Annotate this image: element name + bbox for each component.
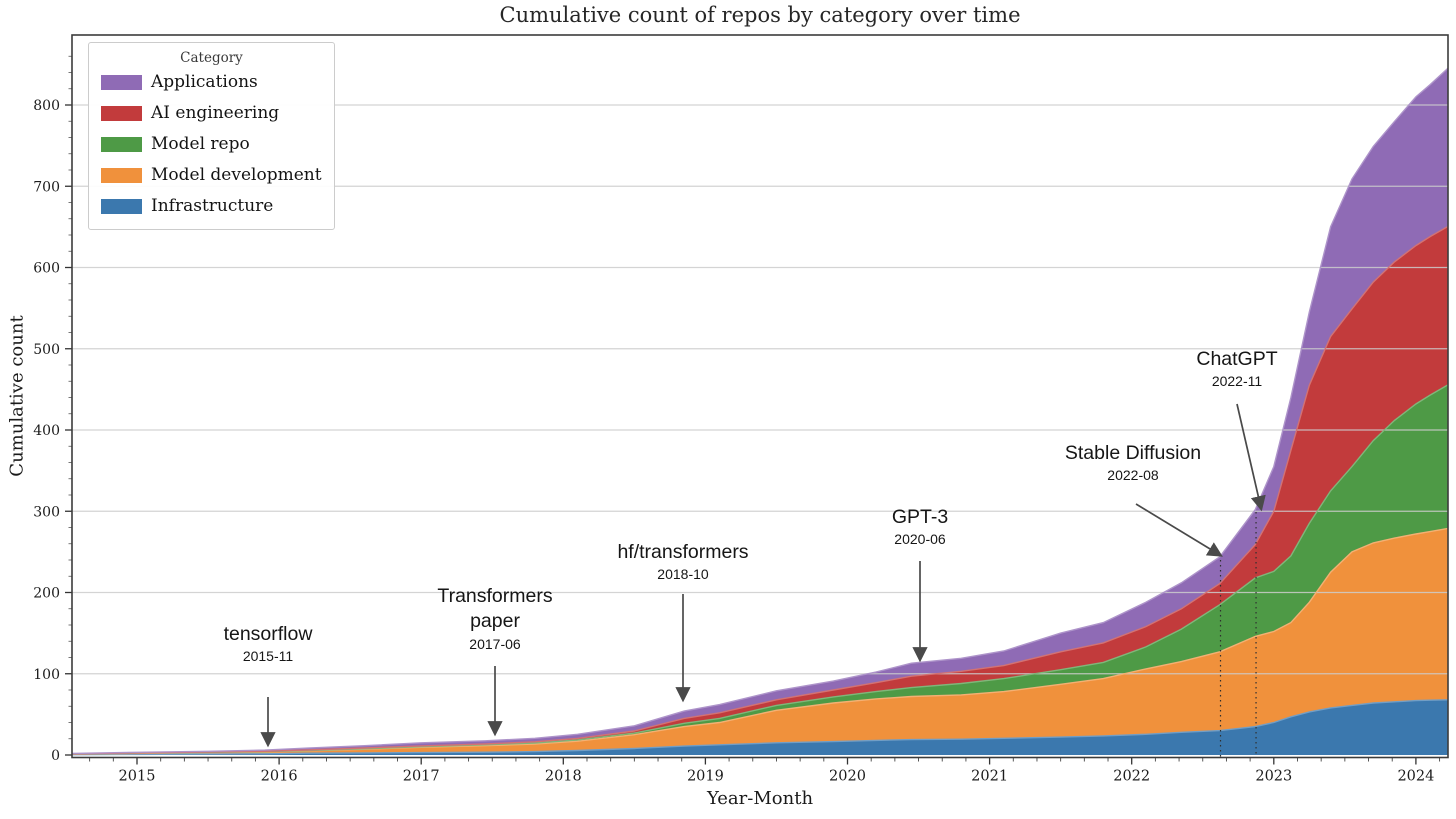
- x-tick-label: 2019: [687, 769, 724, 785]
- annotation-label: tensorflow: [223, 623, 313, 645]
- y-tick-label: 700: [33, 179, 60, 195]
- annotation-date: 2018-10: [657, 566, 709, 583]
- annotation-label: hf/transformers: [617, 541, 749, 563]
- annotation-label: ChatGPT: [1196, 348, 1278, 370]
- y-tick-label: 0: [51, 748, 60, 764]
- area-edge-infrastructure: [72, 699, 1448, 756]
- legend: Category Applications AI engineering Mod…: [88, 42, 335, 230]
- annotation-tensorflow: tensorflow 2015-11: [224, 622, 313, 664]
- annotation-date: 2017-06: [469, 635, 521, 652]
- x-tick-label: 2016: [261, 769, 298, 785]
- legend-label: Applications: [151, 72, 258, 92]
- plot-border: [71, 34, 1449, 759]
- x-tick-label: 2018: [545, 769, 582, 785]
- legend-item-applications: Applications: [89, 72, 334, 96]
- annotation-date: 2015-11: [242, 648, 294, 665]
- annotation-arrow-stable-diffusion: [1135, 503, 1223, 557]
- legend-label: Model development: [151, 165, 322, 185]
- annotation-arrow-chatgpt: [1236, 403, 1266, 512]
- x-tick-label: 2017: [403, 769, 440, 785]
- x-tick-label: 2020: [829, 769, 866, 785]
- chart-title: Cumulative count of repos by category ov…: [499, 3, 1021, 27]
- annotation-label: GPT-3: [891, 506, 949, 528]
- x-tick-label: 2023: [1255, 769, 1292, 785]
- legend-title: Category: [180, 50, 243, 66]
- area-model-development: [72, 528, 1448, 755]
- x-tick-label: 2024: [1397, 769, 1434, 785]
- annotation-stable-diffusion: Stable Diffusion 2022-08: [1065, 441, 1201, 483]
- legend-item-ai-engineering: AI engineering: [89, 103, 334, 127]
- annotation-label: Stable Diffusion: [1064, 442, 1202, 464]
- area-edge-model-repo: [72, 384, 1448, 755]
- legend-swatch-model-repo: [101, 137, 142, 152]
- legend-swatch-ai-engineering: [101, 106, 142, 121]
- annotation-date: 2022-08: [1107, 467, 1159, 484]
- y-tick-label: 400: [33, 423, 60, 439]
- y-tick-label: 800: [33, 98, 60, 114]
- y-tick-label: 200: [33, 586, 60, 602]
- annotation-date: 2022-11: [1211, 373, 1263, 390]
- x-axis-label: Year-Month: [706, 788, 814, 809]
- legend-label: Infrastructure: [151, 196, 274, 216]
- y-tick-label: 500: [33, 342, 60, 358]
- legend-label: AI engineering: [151, 103, 280, 123]
- y-tick-label: 300: [33, 504, 60, 520]
- y-tick-label: 100: [33, 667, 60, 683]
- x-tick-label: 2022: [1113, 769, 1150, 785]
- area-edge-ai-engineering: [72, 225, 1448, 755]
- annotation-date: 2020-06: [894, 531, 946, 548]
- annotation-transformers-paper: Transformers paper 2017-06: [410, 584, 580, 652]
- area-infrastructure: [72, 699, 1448, 755]
- legend-item-infrastructure: Infrastructure: [89, 196, 334, 220]
- legend-swatch-applications: [101, 75, 142, 90]
- legend-swatch-infrastructure: [101, 199, 142, 214]
- area-edge-applications: [72, 67, 1448, 755]
- legend-label: Model repo: [151, 134, 250, 154]
- annotation-hf-transformers: hf/transformers 2018-10: [617, 540, 748, 582]
- x-tick-label: 2015: [119, 769, 156, 785]
- legend-item-model-repo: Model repo: [89, 134, 334, 158]
- legend-swatch-model-development: [101, 168, 142, 183]
- annotation-label: Transformers paper: [437, 585, 553, 633]
- annotation-gpt-3: GPT-3 2020-06: [892, 505, 948, 547]
- x-tick-label: 2021: [971, 769, 1008, 785]
- y-tick-label: 600: [33, 261, 60, 277]
- legend-item-model-development: Model development: [89, 165, 334, 189]
- annotation-chatgpt: ChatGPT 2022-11: [1196, 347, 1277, 389]
- y-axis-label: Cumulative count: [6, 315, 28, 477]
